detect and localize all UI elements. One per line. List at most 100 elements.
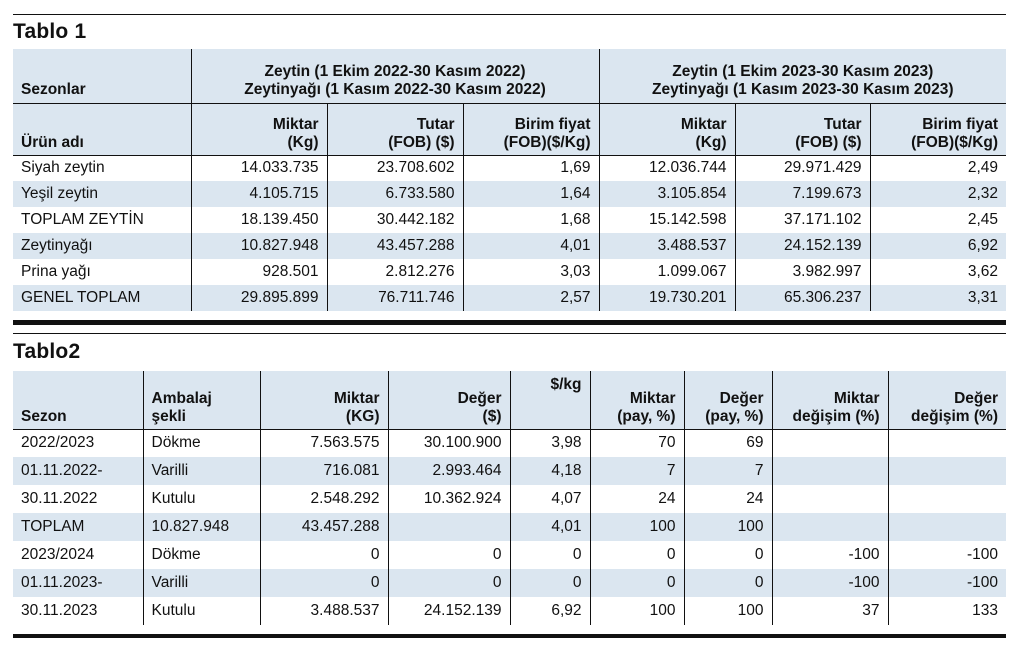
row-label: TOPLAM ZEYTİN xyxy=(13,207,191,233)
cell: 30.100.900 xyxy=(387,428,510,457)
cell: 29.895.899 xyxy=(190,285,327,311)
table1-title: Tablo 1 xyxy=(13,20,87,43)
cell: 133 xyxy=(887,597,1006,625)
cell: 7.199.673 xyxy=(734,181,871,207)
cell: Varilli xyxy=(142,569,260,597)
miktar-unit: (Kg) xyxy=(287,133,319,151)
cell xyxy=(887,457,1006,485)
cell: 6,92 xyxy=(509,597,590,625)
cell xyxy=(887,485,1006,513)
cell: -100 xyxy=(887,541,1006,569)
cell: 7 xyxy=(683,457,772,485)
cell: 30.442.182 xyxy=(326,207,463,233)
cell: 01.11.2023- xyxy=(13,569,143,597)
tutar-label: Tutar xyxy=(823,115,862,133)
cell xyxy=(771,457,888,485)
deger-unit: ($) xyxy=(482,407,502,425)
cell: 29.971.429 xyxy=(734,154,871,181)
tutar-label: Tutar xyxy=(416,115,455,133)
cell: 3.488.537 xyxy=(259,597,388,625)
cell: 2022/2023 xyxy=(13,428,143,457)
cell: 70 xyxy=(589,428,684,457)
table-row: Siyah zeytin 14.033.735 23.708.602 1,69 … xyxy=(13,154,1007,181)
table2-birim-header: $/kg xyxy=(509,371,590,429)
cell: Kutulu xyxy=(142,485,260,513)
ambalaj-sub: şekli xyxy=(151,407,186,425)
cell: 716.081 xyxy=(259,457,388,485)
table1-tutar-header-2: Tutar (FOB) ($) xyxy=(734,102,871,155)
table1-tutar-header-1: Tutar (FOB) ($) xyxy=(326,102,463,155)
table2: Sezon Ambalaj şekli Miktar (KG) Değer ($) $… xyxy=(13,371,1006,625)
period1-line1: Zeytin (1 Ekim 2022-30 Kasım 2022) xyxy=(264,62,526,80)
cell: 18.139.450 xyxy=(190,207,327,233)
cell: 4,18 xyxy=(509,457,590,485)
cell: 24 xyxy=(683,485,772,513)
cell: 3,98 xyxy=(509,428,590,457)
cell: 100 xyxy=(589,513,684,541)
cell: 0 xyxy=(589,569,684,597)
cell: 0 xyxy=(259,541,388,569)
table-row: Zeytinyağı 10.827.948 43.457.288 4,01 3.… xyxy=(13,233,1007,259)
cell: 37 xyxy=(771,597,888,625)
table-row: TOPLAM 10.827.948 43.457.288 4,01 100 10… xyxy=(13,513,1006,541)
miktar-label: Miktar xyxy=(680,115,727,133)
table-row: 01.11.2023- Varilli 0 0 0 0 0 -100 -100 xyxy=(13,569,1006,597)
cell: TOPLAM xyxy=(13,513,143,541)
cell: 2,49 xyxy=(869,154,1007,181)
cell: 65.306.237 xyxy=(734,285,871,311)
miktar-unit: (Kg) xyxy=(695,133,727,151)
cell: 1.099.067 xyxy=(598,259,736,285)
top-rule xyxy=(13,14,1006,15)
birim-label: Birim fiyat xyxy=(922,115,999,133)
row-label: Zeytinyağı xyxy=(13,233,191,259)
miktar-label: Miktar xyxy=(272,115,319,133)
table2-title: Tablo2 xyxy=(13,340,81,363)
cell: 0 xyxy=(259,569,388,597)
row-label: GENEL TOPLAM xyxy=(13,285,191,311)
cell: 0 xyxy=(509,541,590,569)
row-label: Prina yağı xyxy=(13,259,191,285)
cell xyxy=(771,513,888,541)
miktar-unit: (KG) xyxy=(345,407,380,425)
cell: 100 xyxy=(683,597,772,625)
cell: 6.733.580 xyxy=(326,181,463,207)
cell: 15.142.598 xyxy=(598,207,736,233)
table-row: GENEL TOPLAM 29.895.899 76.711.746 2,57 … xyxy=(13,285,1007,311)
cell: 43.457.288 xyxy=(259,513,388,541)
cell: 7.563.575 xyxy=(259,428,388,457)
cell: 1,69 xyxy=(462,154,600,181)
tutar-unit: (FOB) ($) xyxy=(795,133,862,151)
cell: 3,62 xyxy=(869,259,1007,285)
cell: 2,45 xyxy=(869,207,1007,233)
table-row: 2022/2023 Dökme 7.563.575 30.100.900 3,9… xyxy=(13,428,1006,457)
cell: 12.036.744 xyxy=(598,154,736,181)
cell: 2,32 xyxy=(869,181,1007,207)
birim-unit: (FOB)($/Kg) xyxy=(503,133,591,151)
cell: 2.812.276 xyxy=(326,259,463,285)
cell: -100 xyxy=(771,541,888,569)
cell: 4,07 xyxy=(509,485,590,513)
cell: 0 xyxy=(509,569,590,597)
cell: 2023/2024 xyxy=(13,541,143,569)
cell: 01.11.2022- xyxy=(13,457,143,485)
table-row: 30.11.2022 Kutulu 2.548.292 10.362.924 4… xyxy=(13,485,1006,513)
miktar-label: Miktar xyxy=(333,389,380,407)
cell: 2.548.292 xyxy=(259,485,388,513)
section-divider-thick xyxy=(13,320,1006,325)
cell: 3,03 xyxy=(462,259,600,285)
cell: 10.362.924 xyxy=(387,485,510,513)
table1-urun-header: Ürün adı xyxy=(13,102,191,155)
cell: 0 xyxy=(683,569,772,597)
cell: Kutulu xyxy=(142,597,260,625)
cell: Dökme xyxy=(142,541,260,569)
table1-period1-header: Zeytin (1 Ekim 2022-30 Kasım 2022) Zeyti… xyxy=(190,49,600,103)
table2-miktar-degisim-header: Miktar değişim (%) xyxy=(771,371,888,429)
cell: 19.730.201 xyxy=(598,285,736,311)
cell: 14.033.735 xyxy=(190,154,327,181)
cell: 4.105.715 xyxy=(190,181,327,207)
cell: 100 xyxy=(683,513,772,541)
tutar-unit: (FOB) ($) xyxy=(388,133,455,151)
cell: -100 xyxy=(771,569,888,597)
table1-miktar-header-2: Miktar (Kg) xyxy=(598,102,736,155)
mdeg-label: Miktar xyxy=(833,389,880,407)
